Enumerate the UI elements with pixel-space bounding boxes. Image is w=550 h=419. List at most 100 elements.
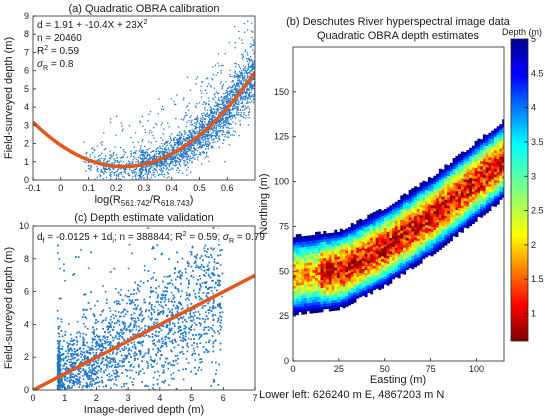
- data-point: [169, 274, 171, 277]
- data-point: [179, 138, 181, 141]
- data-point: [232, 115, 234, 117]
- data-point: [200, 124, 202, 126]
- data-point: [179, 302, 182, 305]
- data-point: [147, 227, 149, 229]
- data-point: [233, 134, 235, 137]
- data-point: [182, 153, 184, 156]
- data-point: [240, 81, 243, 84]
- data-point: [123, 168, 126, 170]
- data-point: [225, 118, 227, 121]
- data-point: [68, 343, 70, 345]
- data-point: [172, 168, 174, 170]
- data-point: [79, 381, 82, 383]
- data-point: [67, 355, 70, 358]
- data-point: [139, 171, 142, 173]
- data-point: [252, 95, 254, 98]
- data-point: [228, 100, 230, 102]
- data-point: [168, 148, 170, 151]
- data-point: [244, 75, 246, 77]
- data-point: [152, 150, 154, 152]
- data-point: [236, 84, 238, 86]
- data-point: [242, 65, 245, 67]
- data-point: [205, 131, 207, 133]
- data-point: [88, 167, 90, 170]
- data-point: [153, 271, 155, 274]
- data-point: [201, 144, 204, 146]
- data-point: [139, 157, 141, 159]
- data-point: [234, 89, 237, 91]
- data-point: [152, 156, 155, 158]
- data-point: [204, 89, 207, 91]
- data-point: [85, 156, 88, 158]
- data-point: [149, 157, 151, 159]
- data-point: [156, 163, 159, 166]
- data-point: [165, 146, 167, 148]
- data-point: [147, 169, 150, 171]
- data-point: [222, 117, 224, 119]
- data-point: [76, 339, 78, 342]
- data-point: [90, 169, 92, 171]
- data-point: [237, 99, 239, 102]
- data-point: [205, 272, 208, 274]
- data-point: [135, 178, 137, 180]
- data-point: [222, 107, 224, 109]
- data-point: [205, 77, 208, 80]
- data-point: [248, 111, 250, 114]
- x-tick-label: 0: [58, 183, 63, 193]
- data-point: [239, 124, 241, 126]
- data-point: [250, 95, 252, 97]
- data-point: [116, 337, 119, 340]
- data-point: [106, 360, 109, 363]
- data-point: [115, 160, 117, 162]
- data-point: [206, 151, 208, 153]
- data-point: [219, 120, 221, 122]
- data-point: [251, 64, 253, 66]
- data-point: [182, 157, 184, 159]
- data-point: [226, 95, 228, 97]
- data-point: [180, 282, 182, 285]
- data-point: [146, 160, 148, 162]
- data-point: [150, 319, 152, 321]
- data-point: [167, 368, 170, 370]
- data-point: [141, 154, 143, 156]
- data-point: [246, 87, 249, 89]
- data-point: [100, 351, 103, 354]
- data-point: [243, 72, 245, 74]
- data-point: [106, 168, 108, 171]
- data-point: [140, 173, 142, 175]
- data-point: [133, 344, 136, 346]
- data-point: [239, 67, 242, 70]
- data-point: [165, 140, 167, 143]
- data-point: [139, 155, 141, 157]
- data-point: [198, 313, 201, 316]
- data-point: [89, 308, 92, 310]
- data-point: [217, 104, 219, 106]
- data-point: [241, 106, 243, 108]
- data-point: [209, 84, 212, 87]
- data-point: [231, 109, 234, 111]
- data-point: [238, 104, 240, 106]
- data-point: [162, 174, 164, 176]
- data-point: [92, 378, 94, 380]
- data-point: [90, 166, 93, 168]
- data-point: [248, 94, 250, 96]
- data-point: [196, 343, 198, 345]
- data-point: [139, 168, 141, 170]
- data-point: [178, 135, 180, 137]
- data-point: [146, 367, 149, 369]
- data-point: [221, 107, 224, 110]
- data-point: [161, 160, 163, 162]
- data-point: [172, 146, 174, 148]
- data-point: [237, 107, 239, 109]
- data-point: [145, 168, 147, 171]
- data-point: [212, 298, 215, 301]
- data-point: [168, 164, 171, 166]
- data-point: [193, 157, 195, 159]
- data-point: [142, 174, 144, 177]
- data-point: [236, 103, 238, 106]
- panel-a-title: (a) Quadratic OBRA calibration: [68, 3, 219, 15]
- data-point: [109, 150, 111, 152]
- data-point: [169, 163, 171, 165]
- data-point: [134, 132, 137, 134]
- data-point: [102, 178, 104, 180]
